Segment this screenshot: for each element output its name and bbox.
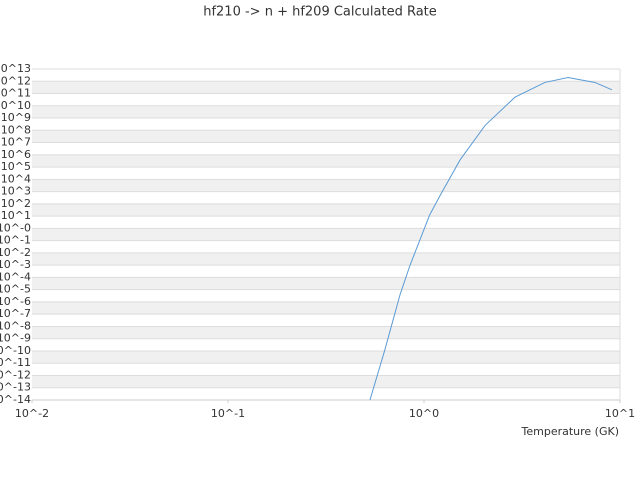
x-tick-label: 10^1: [605, 407, 635, 420]
x-tick-label: 10^0: [409, 407, 439, 420]
y-tick-label: 10^-0: [0, 221, 31, 234]
y-tick-label: 10^-9: [0, 332, 31, 345]
y-tick-label: 10^-7: [0, 307, 31, 320]
grid-band: [32, 277, 620, 290]
y-tick-label: 10^-2: [0, 246, 31, 259]
y-tick-label: 10^13: [0, 62, 31, 75]
grid-band: [32, 228, 620, 241]
y-tick-label: 10^-1: [0, 234, 31, 247]
grid-band: [32, 105, 620, 119]
grid-band: [32, 81, 620, 94]
y-tick-label: 10^1: [1, 209, 31, 222]
grid-band: [32, 301, 620, 315]
data-line: [369, 77, 613, 400]
y-tick-label: 10^11: [0, 87, 31, 100]
grid-band: [32, 179, 620, 192]
y-tick-label: 10^-14: [0, 393, 31, 406]
grid-band: [32, 350, 620, 364]
y-tick-label: 10^6: [1, 148, 31, 161]
grid-band: [32, 130, 620, 143]
y-tick-label: 10^3: [1, 185, 31, 198]
y-tick-label: 10^9: [1, 111, 31, 124]
y-tick-label: 10^7: [1, 136, 31, 149]
y-tick-label: 10^5: [1, 160, 31, 173]
y-tick-label: 10^2: [1, 197, 31, 210]
y-tick-label: 10^12: [0, 74, 31, 87]
y-tick-label: 10^8: [1, 123, 31, 136]
y-tick-label: 10^-6: [0, 295, 31, 308]
y-tick-label: 10^-13: [0, 381, 31, 394]
y-tick-label: 10^-11: [0, 356, 31, 369]
chart-title: hf210 -> n + hf209 Calculated Rate: [203, 5, 437, 20]
x-tick-label: 10^-1: [211, 407, 245, 420]
y-tick-label: 10^4: [1, 172, 31, 185]
grid-band: [32, 326, 620, 339]
y-tick-label: 10^-8: [0, 319, 31, 332]
x-axis-label: Temperature (GK): [521, 425, 620, 438]
y-tick-label: 10^-3: [0, 258, 31, 271]
y-tick-label: 10^-12: [0, 368, 31, 381]
grid-band: [32, 203, 620, 217]
grid-band: [32, 375, 620, 388]
x-tick-label: 10^-2: [15, 407, 49, 420]
y-tick-label: 10^-4: [0, 270, 31, 283]
grid-band: [32, 252, 620, 266]
y-tick-label: 10^10: [0, 99, 31, 112]
y-tick-label: 10^-10: [0, 344, 31, 357]
grid-band: [32, 154, 620, 168]
y-tick-label: 10^-5: [0, 283, 31, 296]
